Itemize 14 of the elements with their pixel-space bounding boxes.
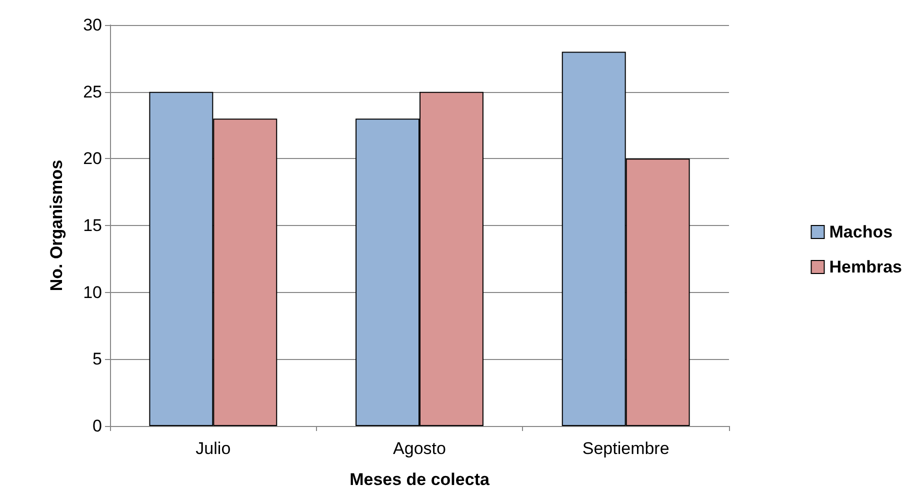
y-tick-label: 15 xyxy=(83,216,102,235)
y-axis-title: No. Organismos xyxy=(47,160,66,292)
x-axis-title: Meses de colecta xyxy=(350,470,490,489)
x-tick-label: Septiembre xyxy=(582,439,670,458)
x-tick-label: Julio xyxy=(196,439,231,458)
x-tick-label: Agosto xyxy=(393,439,446,458)
y-tick-label: 30 xyxy=(83,16,102,34)
legend-label: Machos xyxy=(829,222,893,242)
y-tick-label: 5 xyxy=(92,350,102,369)
y-tick-label: 25 xyxy=(83,82,102,102)
y-tick-label: 0 xyxy=(92,416,102,436)
y-tick-label: 20 xyxy=(83,149,102,168)
legend-label: Hembras xyxy=(829,258,902,276)
y-tick-label: 10 xyxy=(83,282,102,302)
